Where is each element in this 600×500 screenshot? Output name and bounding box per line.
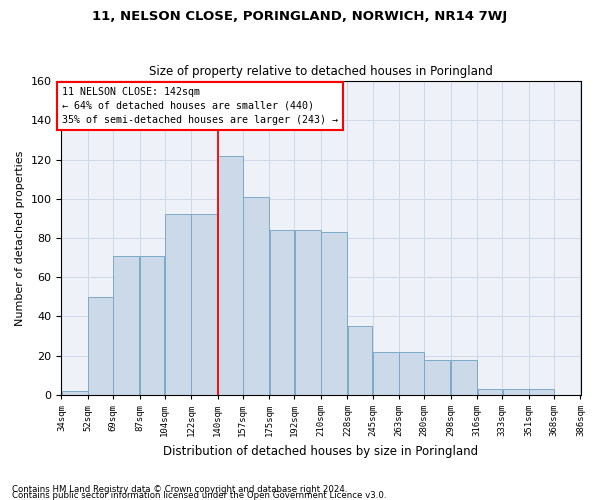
Bar	[424, 360, 451, 395]
Bar	[529, 389, 554, 395]
Bar	[503, 389, 529, 395]
Text: 11 NELSON CLOSE: 142sqm
← 64% of detached houses are smaller (440)
35% of semi-d: 11 NELSON CLOSE: 142sqm ← 64% of detache…	[62, 87, 338, 125]
Bar	[400, 352, 424, 395]
Bar	[113, 256, 139, 395]
Bar	[62, 391, 88, 395]
Text: Contains public sector information licensed under the Open Government Licence v3: Contains public sector information licen…	[12, 490, 386, 500]
Bar	[165, 214, 191, 395]
Bar	[373, 352, 399, 395]
Bar	[88, 297, 113, 395]
Bar	[295, 230, 320, 395]
X-axis label: Distribution of detached houses by size in Poringland: Distribution of detached houses by size …	[163, 444, 479, 458]
Bar	[478, 389, 502, 395]
Bar	[243, 197, 269, 395]
Text: Contains HM Land Registry data © Crown copyright and database right 2024.: Contains HM Land Registry data © Crown c…	[12, 484, 347, 494]
Y-axis label: Number of detached properties: Number of detached properties	[15, 150, 25, 326]
Bar	[269, 230, 294, 395]
Bar	[451, 360, 477, 395]
Bar	[218, 156, 242, 395]
Text: 11, NELSON CLOSE, PORINGLAND, NORWICH, NR14 7WJ: 11, NELSON CLOSE, PORINGLAND, NORWICH, N…	[92, 10, 508, 23]
Title: Size of property relative to detached houses in Poringland: Size of property relative to detached ho…	[149, 66, 493, 78]
Bar	[321, 232, 347, 395]
Bar	[191, 214, 217, 395]
Bar	[140, 256, 164, 395]
Bar	[348, 326, 373, 395]
